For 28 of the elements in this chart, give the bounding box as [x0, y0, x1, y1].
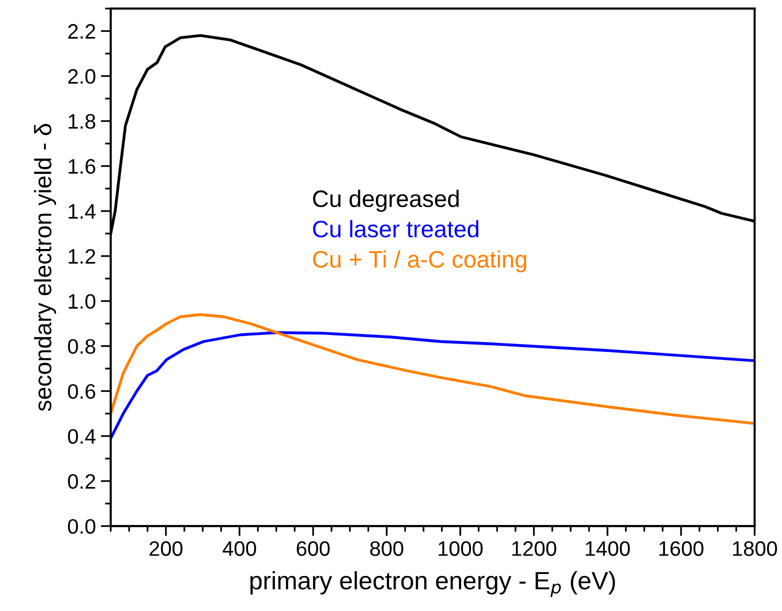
x-tick-label: 200	[150, 541, 182, 556]
x-tick-label: 1600	[659, 541, 704, 556]
x-tick-label: 800	[370, 541, 404, 556]
text: Cu degreased	[313, 190, 459, 212]
y-tick-label: 0.4	[68, 429, 96, 444]
y-tick-label: 1.4	[68, 204, 96, 219]
y-tick-label: 0.6	[68, 384, 96, 399]
y-tick-label: 0.8	[68, 339, 96, 354]
line-series	[110, 313, 755, 425]
y-tick-label: 0.0	[68, 519, 96, 534]
x-tick-label: 1800	[733, 541, 777, 556]
y-axis-title: secondary electron yield - δ	[34, 124, 56, 412]
y-tick-label: 1.8	[68, 114, 96, 129]
y-tick-label: 1.2	[68, 249, 96, 264]
x-axis-title: primary electron energy - E$_{p}$ (eV)	[250, 571, 615, 598]
x-tick-label: 600	[296, 541, 330, 556]
y-tick-label: 1.6	[68, 159, 96, 174]
x-tick-label: 1200	[512, 541, 556, 556]
y-tick-label: 2.0	[68, 69, 96, 84]
text: Cu + Ti / a-C coating	[313, 250, 526, 272]
line-series	[110, 331, 755, 440]
x-tick-label: 1000	[438, 541, 483, 556]
x-tick-label: 400	[222, 541, 256, 556]
x-tick-label: 1400	[586, 541, 630, 556]
y-tick-label: 1.0	[68, 294, 96, 309]
y-tick-label: 0.2	[68, 474, 96, 489]
y-tick-label: 2.2	[68, 24, 96, 39]
text: Cu laser treated	[313, 220, 478, 238]
